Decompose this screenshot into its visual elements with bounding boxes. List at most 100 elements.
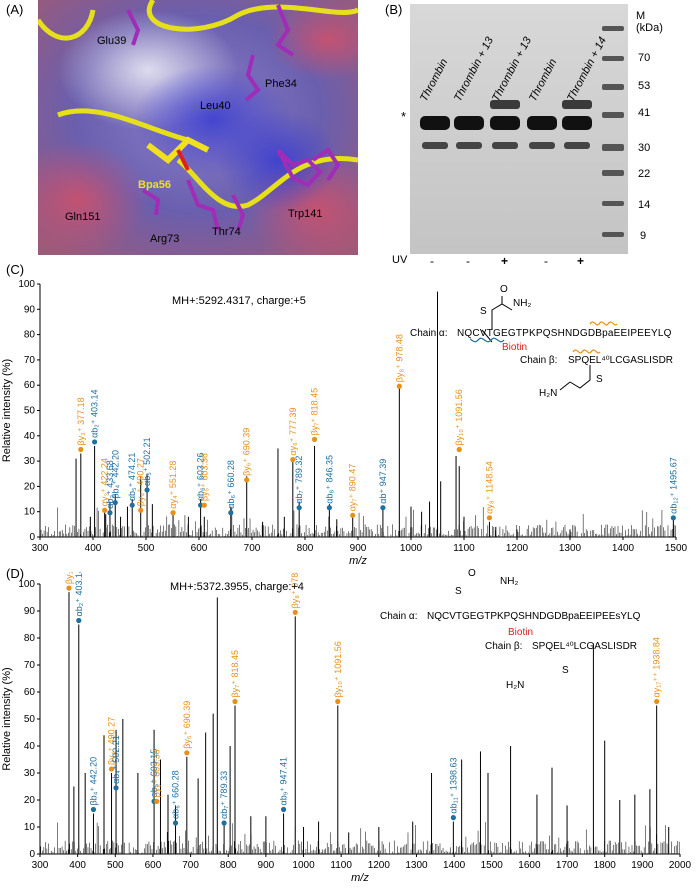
y-tick-label: 80 xyxy=(24,633,36,644)
uv-lane-3: + xyxy=(501,254,509,268)
marker-unit: (kDa) xyxy=(636,22,663,34)
fragment-marker xyxy=(108,766,115,772)
x-tick-label: 1000 xyxy=(400,543,423,554)
fragment-label: αb₆⁺ 603.26 xyxy=(196,453,206,502)
uv-label: UV xyxy=(392,254,408,266)
fragment-label: βy₃⁺ 377.18 xyxy=(76,397,86,445)
panel-d-label: (D) xyxy=(6,566,25,581)
y-tick-label: 20 xyxy=(24,795,36,806)
y-tick-label: 80 xyxy=(24,330,36,341)
fragment-label: βy₈⁺ 978.48 xyxy=(394,334,404,382)
fragment-marker xyxy=(450,815,456,821)
fragment-label: αy₁₇⁺⁺ 1938.84 xyxy=(652,637,662,697)
nh2-label-c: NH₂ xyxy=(513,298,532,309)
fragment-marker xyxy=(486,515,493,521)
ms-spectrum-d: 0 10 20 30 40 50 60 70 80 90 100 300 400 500 600 700 800… xyxy=(1,572,692,884)
fragment-marker xyxy=(107,510,113,516)
gel-image xyxy=(410,4,628,254)
fragment-label: βy₄⁺ 490.27 xyxy=(107,717,117,765)
marker-14: 14 xyxy=(638,199,651,211)
o-label-c: O xyxy=(500,284,508,295)
fragment-marker xyxy=(296,505,302,511)
chain-b-label-c: Chain β: xyxy=(520,355,558,366)
fragment-label: αb₅⁺ 502.21 xyxy=(142,437,152,486)
fragment-marker xyxy=(221,820,227,826)
fragment-marker xyxy=(113,785,119,791)
x-tick-label: 1600 xyxy=(518,860,541,871)
fragment-label: αb₅⁺ 603.15 xyxy=(149,749,159,798)
fragment-marker xyxy=(335,698,341,705)
fragment-marker xyxy=(78,446,84,453)
y-axis-label: Relative intensity (%) xyxy=(1,359,13,462)
y-tick-label: 70 xyxy=(24,355,36,366)
y-tick-label: 50 xyxy=(24,714,36,725)
fragment-marker xyxy=(670,515,676,521)
fragment-marker xyxy=(380,505,386,511)
gel-band-main xyxy=(420,116,450,130)
y-tick-label: 40 xyxy=(24,431,36,442)
fragment-marker xyxy=(201,502,207,508)
y-tick-label: 10 xyxy=(24,822,36,833)
fragment-marker xyxy=(154,798,160,804)
gel-band-lower xyxy=(492,142,518,149)
panel-b-label: (B) xyxy=(385,2,403,17)
fragment-label: αb₉⁺ 947.41 xyxy=(279,757,289,806)
fragment-label: βy₅⁺ 603.36 xyxy=(199,453,209,501)
chain-b-seq-c: SPQEL⁴⁰LCGASLISDR xyxy=(568,355,674,366)
x-tick-label: 600 xyxy=(191,543,208,554)
mh-d: MH+:5372.3955, charge:+4 xyxy=(170,581,304,593)
fragment-marker xyxy=(232,698,238,705)
fragment-marker xyxy=(90,806,97,813)
fragment-marker xyxy=(184,750,190,756)
x-tick-label: 1100 xyxy=(453,543,475,554)
y-tick-label: 60 xyxy=(24,380,36,391)
gel-band-lower xyxy=(529,142,555,149)
residue-trp141: Trp141 xyxy=(288,208,323,220)
fragment-label: αy₇⁺ 890.47 xyxy=(348,464,358,512)
x-tick-label: 1900 xyxy=(631,860,654,871)
chain-b-label-d: Chain β: xyxy=(485,641,523,652)
marker-41: 41 xyxy=(638,107,651,119)
crosslink-structure-c xyxy=(470,296,618,391)
uv-lane-5: + xyxy=(577,254,585,268)
x-tick-label: 1200 xyxy=(506,543,529,554)
marker-22: 22 xyxy=(638,168,651,180)
o-label-d: O xyxy=(468,568,476,579)
fragment-marker xyxy=(350,512,356,518)
y-tick-label: 90 xyxy=(24,606,36,617)
residue-arg73: Arg73 xyxy=(150,233,180,245)
fragment-label: αb₇⁺ 789.33 xyxy=(219,771,229,819)
fragment-label: αb₅⁺ 474.21 xyxy=(127,453,137,502)
s2-label-d: S xyxy=(562,665,569,676)
fragment-marker xyxy=(244,477,250,483)
fragment-marker xyxy=(170,510,176,516)
fragment-marker xyxy=(311,436,318,442)
x-tick-label: 1000 xyxy=(292,860,315,871)
uv-lane-2: - xyxy=(466,254,470,268)
chain-a-seq-d: NQCVTGEGTPKPQSHNDGDBpaEEIPEEsYLQ xyxy=(427,611,641,622)
s-label-d: S xyxy=(455,586,462,597)
gel-band-lower xyxy=(456,142,482,149)
fragment-marker xyxy=(76,617,82,624)
residue-leu40: Leu40 xyxy=(200,100,231,112)
x-tick-label: 1500 xyxy=(665,543,688,554)
s-label-c: S xyxy=(480,306,487,317)
fragment-label: βb₄⁺ 442.20 xyxy=(88,757,98,806)
y-tick-label: 60 xyxy=(24,687,36,698)
uv-lane-1: - xyxy=(430,254,434,268)
x-tick-label: 400 xyxy=(69,860,86,871)
fragment-label: αy₄⁺ 551.28 xyxy=(168,461,178,509)
y-tick-label: 30 xyxy=(24,456,36,467)
y-tick-label: 0 xyxy=(29,532,35,543)
chain-b-seq-d: SPQEL⁴⁰LCGASLISDR xyxy=(532,641,638,652)
fragment-label: βy₇⁺ 818.45 xyxy=(310,388,320,436)
gel-band-main xyxy=(562,116,592,130)
fragment-marker xyxy=(280,806,287,813)
biotin-d: Biotin xyxy=(508,627,534,638)
chain-a-seq-c: NQCVTGEGTPKPQSHNDGDBpaEEIPEEYLQ xyxy=(457,328,672,339)
x-tick-label: 1700 xyxy=(556,860,579,871)
fragment-label: αb₈⁺ 846.35 xyxy=(324,455,334,504)
marker-9: 9 xyxy=(640,230,647,242)
panel-a-label: (A) xyxy=(6,2,24,17)
h2n-label-c: H₂N xyxy=(539,388,558,399)
